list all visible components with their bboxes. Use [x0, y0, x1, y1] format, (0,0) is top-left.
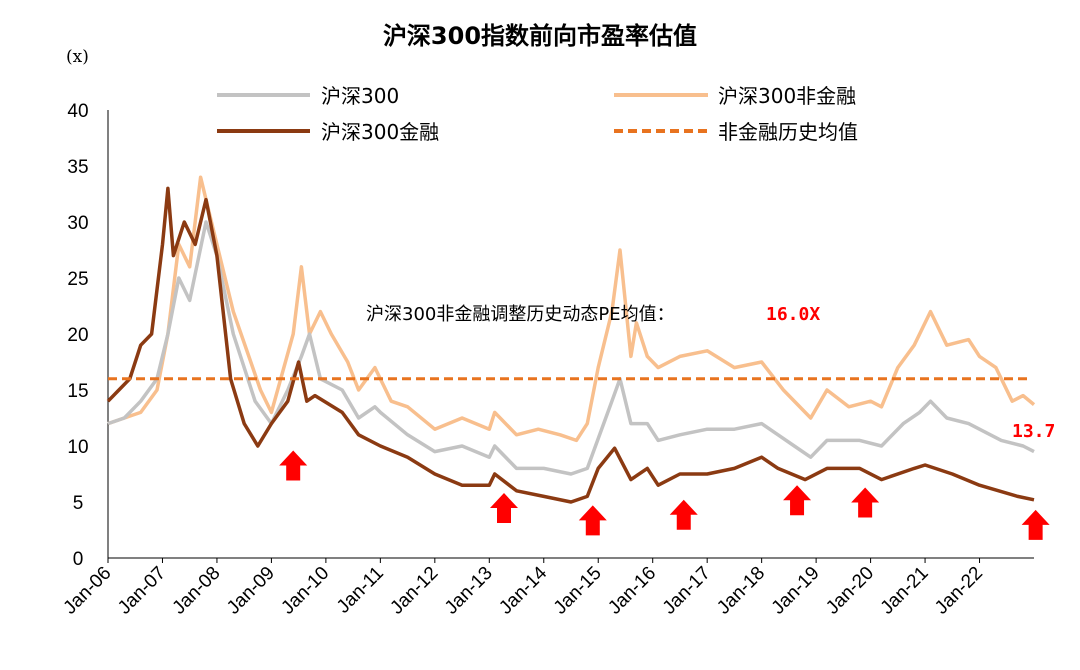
x-tick-label: Jan-11 [333, 563, 388, 618]
mean-annotation-label: 沪深300非金融调整历史动态PE均值： [366, 304, 675, 325]
y-axis-unit: (x) [66, 47, 89, 67]
x-tick-label: Jan-07 [114, 563, 170, 619]
mean-annotation-value: 16.0X [766, 304, 820, 325]
legend-label-financial: 沪深300金融 [321, 120, 439, 144]
last-value-label: 13.7 [1012, 421, 1055, 442]
x-tick-label: Jan-08 [169, 563, 225, 619]
x-tick-label: Jan-16 [604, 563, 660, 619]
y-tick-label: 15 [67, 381, 88, 402]
up-arrow-marker [490, 493, 519, 524]
series-line-financial [106, 186, 1035, 504]
legend: 沪深300 沪深300金融 沪深300非金融 非金融历史均值 [217, 84, 858, 144]
x-tick-label: Jan-06 [60, 563, 116, 619]
x-tick-label: Jan-17 [659, 563, 715, 619]
up-arrow-marker [783, 485, 812, 516]
x-tick-label: Jan-10 [277, 563, 333, 619]
up-arrow-marker [669, 499, 698, 530]
up-arrow-marker [1021, 509, 1050, 540]
chart-title: 沪深300指数前向市盈率估值 [383, 22, 697, 50]
series-line-nonfinancial [107, 175, 1036, 443]
y-tick-label: 0 [73, 549, 84, 570]
x-tick-label: Jan-09 [223, 563, 279, 619]
x-tick-label: Jan-21 [877, 563, 933, 619]
up-arrow-marker [279, 450, 308, 481]
legend-label-mean: 非金融历史均值 [718, 120, 858, 144]
up-arrow-marker [851, 487, 880, 518]
y-tick-label: 25 [67, 269, 88, 290]
legend-label-hs300: 沪深300 [321, 84, 399, 108]
y-tick-label: 30 [67, 213, 88, 234]
x-tick-label: Jan-19 [768, 563, 824, 619]
legend-label-nonfinancial: 沪深300非金融 [718, 84, 856, 108]
y-tick-label: 35 [67, 157, 88, 178]
x-tick-label: Jan-12 [386, 563, 442, 619]
x-tick-label: Jan-13 [441, 563, 497, 619]
y-tick-label: 5 [73, 493, 84, 514]
x-tick-label: Jan-18 [713, 563, 769, 619]
up-arrow-marker [578, 505, 607, 536]
x-tick-label: Jan-14 [495, 562, 551, 618]
x-tick-label: Jan-20 [822, 563, 878, 619]
x-tick-label: Jan-15 [550, 563, 606, 619]
y-tick-label: 20 [67, 325, 88, 346]
y-tick-label: 40 [67, 101, 88, 122]
y-tick-label: 10 [67, 437, 88, 458]
series-line-hs300 [107, 220, 1035, 476]
x-tick-label: Jan-22 [931, 563, 987, 619]
